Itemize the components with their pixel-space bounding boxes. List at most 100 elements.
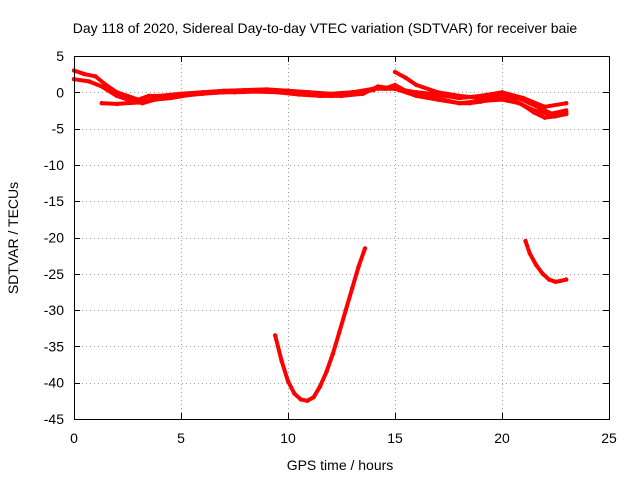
data-point-dip-midday <box>330 351 336 356</box>
data-point-track-a <box>103 82 109 88</box>
data-point-dip-midday <box>292 391 297 396</box>
data-point-track-d <box>542 108 547 113</box>
y-tick-label: 0 <box>56 84 64 100</box>
axis-ticks <box>74 56 610 420</box>
x-tick-label: 20 <box>494 430 510 446</box>
data-point-dip-evening <box>553 279 558 284</box>
data-point-dip-midday <box>356 264 361 269</box>
data-point-track-d <box>499 91 505 97</box>
data-point-track-b <box>86 79 92 84</box>
data-point-dip-evening <box>527 251 532 256</box>
data-point-track-c <box>243 87 248 93</box>
data-point-track-e <box>446 98 451 104</box>
data-point-dip-midday <box>305 398 310 403</box>
data-point-dip-midday <box>350 286 355 291</box>
y-tick-label: -35 <box>44 338 64 354</box>
data-point-track-d <box>403 75 408 81</box>
data-point-track-c <box>200 91 205 97</box>
data-point-track-c <box>99 101 105 106</box>
data-point-dip-midday <box>273 333 278 338</box>
data-point-track-e <box>521 103 526 108</box>
data-point-dip-midday <box>337 329 342 335</box>
y-tick-label: -15 <box>44 193 64 209</box>
data-point-track-e <box>424 93 430 99</box>
y-tick-label: -20 <box>44 230 64 246</box>
data-point-track-c <box>136 100 141 105</box>
data-point-track-d <box>478 95 483 101</box>
data-point-track-e <box>531 110 537 115</box>
data-point-track-c <box>307 90 312 95</box>
data-point-dip-midday <box>279 358 284 364</box>
data-point-dip-evening <box>546 277 552 282</box>
data-point-track-d <box>435 90 440 95</box>
data-point-dip-evening <box>564 277 569 282</box>
data-point-track-e <box>489 97 494 102</box>
series-track-c <box>99 87 376 106</box>
data-point-dip-midday <box>285 379 291 384</box>
x-tick-label: 15 <box>387 430 403 446</box>
x-tick-label: 5 <box>177 430 185 446</box>
data-point-dip-midday <box>311 395 316 400</box>
data-point-track-e <box>392 82 398 88</box>
data-point-track-d <box>392 69 398 75</box>
data-point-track-c <box>328 91 333 97</box>
data-point-track-e <box>499 95 505 101</box>
y-tick-label: -40 <box>44 375 64 391</box>
y-tick-label: -25 <box>44 266 64 282</box>
data-point-track-c <box>178 93 184 99</box>
data-point-track-e <box>382 86 387 91</box>
data-point-track-b <box>99 84 105 89</box>
grid-lines <box>74 56 609 419</box>
data-point-track-a <box>93 74 98 79</box>
y-tick-label: 5 <box>56 48 64 64</box>
data-point-track-c <box>350 90 355 95</box>
x-tick-labels: 0 5 10 15 20 25 <box>70 430 617 446</box>
data-point-track-d <box>457 93 462 99</box>
data-point-track-c <box>264 87 269 92</box>
x-tick-label: 10 <box>280 430 296 446</box>
data-point-track-d <box>414 82 419 88</box>
data-point-track-e <box>435 95 440 101</box>
y-axis-label: SDTVAR / TECUs <box>5 182 21 294</box>
data-point-track-c <box>114 101 120 107</box>
data-point-track-c <box>221 90 226 95</box>
data-point-track-e <box>542 115 547 120</box>
data-point-dip-midday <box>317 384 323 389</box>
data-point-track-e <box>457 101 462 106</box>
data-point-track-e <box>564 111 569 117</box>
chart-title: Day 118 of 2020, Sidereal Day-to-day VTE… <box>73 20 578 36</box>
data-point-dip-evening <box>523 238 528 244</box>
data-point-track-d <box>527 101 532 106</box>
x-tick-label: 0 <box>70 430 78 446</box>
data-point-track-d <box>514 95 520 100</box>
data-point-track-a <box>125 93 130 99</box>
series-dip-evening <box>523 239 569 284</box>
data-point-track-c <box>157 95 162 101</box>
data-point-track-e <box>553 114 558 119</box>
data-point-track-b <box>375 84 381 89</box>
data-point-track-c <box>285 88 291 94</box>
y-tick-label: -10 <box>44 157 64 173</box>
data-point-track-e <box>510 97 515 102</box>
data-point-track-a <box>564 101 569 106</box>
data-point-track-e <box>414 92 419 97</box>
data-point-dip-evening <box>540 271 545 276</box>
data-point-dip-midday <box>362 246 368 251</box>
data-point-track-a <box>82 72 87 77</box>
data-point-dip-midday <box>298 397 303 402</box>
data-point-dip-evening <box>534 262 539 268</box>
y-tick-label: -5 <box>52 121 65 137</box>
data-point-track-c <box>371 87 376 93</box>
data-point-dip-evening <box>557 278 562 284</box>
y-tick-label: -45 <box>44 411 64 427</box>
y-tick-label: -30 <box>44 302 64 318</box>
data-point-dip-midday <box>343 307 348 313</box>
data-point-track-e <box>467 101 473 106</box>
data-point-dip-midday <box>324 369 329 374</box>
data-point-track-b <box>114 93 120 99</box>
x-axis-label: GPS time / hours <box>287 457 394 473</box>
x-tick-label: 25 <box>601 430 617 446</box>
data-point-track-e <box>478 99 483 104</box>
data-series <box>71 68 569 403</box>
